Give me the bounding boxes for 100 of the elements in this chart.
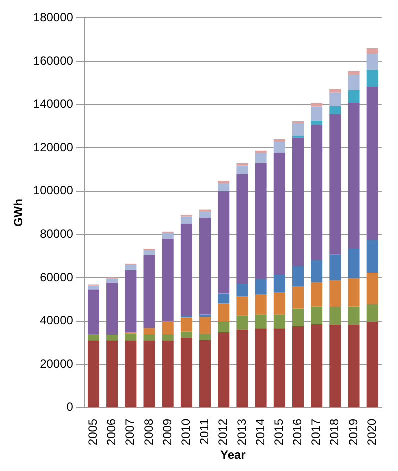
bar: [180, 338, 192, 408]
bar: [236, 166, 248, 174]
bar: [292, 266, 304, 286]
bar: [125, 265, 137, 270]
bar: [292, 308, 304, 326]
bar: [218, 191, 230, 294]
x-tick-label: 2007: [123, 418, 138, 446]
bar: [348, 248, 360, 278]
bar: [125, 340, 137, 408]
bar: [144, 250, 156, 256]
bar: [88, 334, 100, 341]
bar: [180, 224, 192, 316]
bar: [218, 294, 230, 304]
bar: [255, 153, 267, 164]
y-tick-label: 160000: [33, 54, 74, 68]
bar: [330, 92, 342, 106]
bar: [144, 328, 156, 335]
bar: [180, 216, 192, 224]
bar: [311, 125, 323, 260]
y-tick-label: 120000: [33, 140, 74, 154]
y-tick-label: 20000: [40, 356, 74, 371]
bar: [348, 278, 360, 307]
y-tick-label: 60000: [40, 270, 74, 284]
bar: [200, 334, 212, 340]
x-tick-label: 2017: [309, 418, 324, 446]
bar: [292, 286, 304, 309]
y-tick-label: 80000: [40, 227, 74, 242]
bar: [162, 233, 174, 239]
x-tick-label: 2013: [234, 418, 249, 446]
x-tick-label: 2018: [328, 418, 342, 446]
bar: [255, 279, 267, 294]
bar: [200, 317, 212, 334]
bar: [292, 138, 304, 266]
bar: [200, 340, 212, 408]
bar: [330, 114, 342, 255]
bar: [348, 75, 360, 90]
bar: [292, 326, 304, 408]
x-tick-label: 2006: [104, 418, 119, 446]
bar: [330, 254, 342, 280]
bar: [274, 292, 286, 315]
bar: [162, 322, 174, 335]
bar: [236, 163, 248, 166]
x-tick-label: 2009: [160, 418, 174, 446]
bar: [255, 294, 267, 315]
bar: [200, 212, 212, 218]
bar: [366, 48, 378, 54]
bar: [180, 318, 192, 332]
x-tick-label: 2011: [198, 418, 212, 445]
y-tick-label: 180000: [33, 10, 74, 25]
y-tick-label: 100000: [33, 184, 74, 198]
bar: [236, 330, 248, 408]
bar: [311, 120, 323, 126]
bar: [348, 71, 360, 76]
bar: [162, 340, 174, 408]
bar: [106, 334, 118, 341]
bar: [330, 307, 342, 325]
bar: [311, 306, 323, 325]
x-tick-label: 2014: [253, 418, 268, 446]
x-tick-label: 2005: [86, 418, 100, 446]
y-tick-label: 40000: [40, 314, 74, 328]
bar: [311, 106, 323, 121]
x-tick-label: 2019: [346, 418, 360, 446]
bar: [292, 123, 304, 136]
bar: [236, 284, 248, 297]
y-axis-title: GWh: [12, 199, 26, 228]
x-tick-label: 2016: [290, 418, 305, 446]
bar: [144, 340, 156, 408]
bar: [366, 322, 378, 408]
bar: [236, 296, 248, 316]
bar: [255, 163, 267, 280]
bar: [274, 328, 286, 408]
bar: [330, 106, 342, 114]
bar: [311, 282, 323, 307]
bar: [144, 334, 156, 341]
bar: [366, 240, 378, 274]
x-tick-label: 2010: [179, 418, 194, 446]
bar: [274, 314, 286, 329]
x-tick-label: 2012: [216, 418, 230, 446]
bar: [162, 238, 174, 322]
bar: [106, 278, 118, 283]
x-axis-title: Year: [220, 448, 246, 462]
y-tick-label: 0: [66, 400, 74, 414]
bar: [348, 102, 360, 249]
bar: [366, 273, 378, 304]
bar: [311, 324, 323, 408]
bar: [366, 86, 378, 240]
bar: [255, 328, 267, 408]
bar: [106, 340, 118, 408]
bar: [274, 142, 286, 153]
bar: [125, 334, 137, 341]
bar: [311, 260, 323, 282]
bar: [255, 150, 267, 154]
bar: [125, 270, 137, 333]
bar: [330, 324, 342, 408]
x-tick-label: 2008: [142, 418, 156, 446]
x-tick-label: 2015: [272, 418, 286, 446]
bar: [366, 304, 378, 322]
bar: [200, 218, 212, 315]
bar: [330, 280, 342, 308]
bar: [180, 332, 192, 338]
